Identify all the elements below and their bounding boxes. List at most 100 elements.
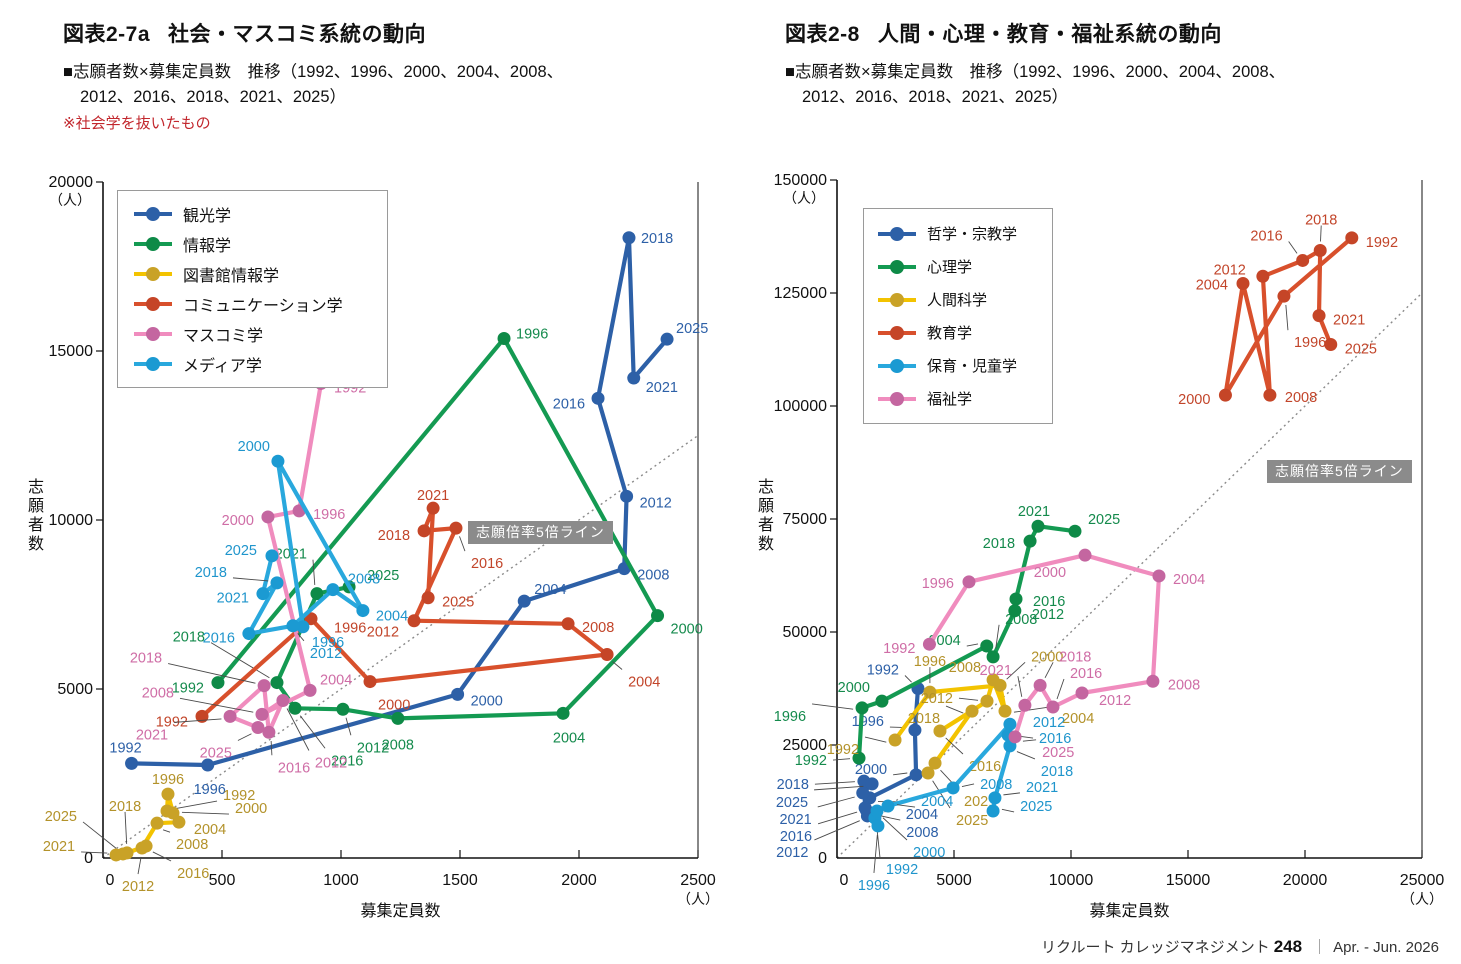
label-leader-line xyxy=(893,772,908,776)
data-point-2004 xyxy=(556,706,570,720)
year-label: 2025 xyxy=(1042,745,1074,761)
label-leader-line xyxy=(152,851,172,862)
legend-swatch-icon xyxy=(134,297,172,311)
data-point-2012 xyxy=(1256,269,1270,283)
series-line xyxy=(200,506,610,718)
y-tick-label: 50000 xyxy=(783,624,828,641)
year-label: 2021 xyxy=(779,812,811,828)
label-leader-line xyxy=(175,800,218,809)
year-label: 2012 xyxy=(1032,607,1064,623)
data-point-2021 xyxy=(1018,698,1032,712)
data-point-2021 xyxy=(1312,309,1326,323)
label-leader-line xyxy=(1044,662,1054,679)
year-label: 1996 xyxy=(774,709,806,725)
label-leader-line xyxy=(814,785,864,791)
x-axis-unit: （人） xyxy=(1401,891,1443,907)
data-point-2008 xyxy=(1146,674,1160,688)
data-point-2016 xyxy=(139,839,153,853)
series-line xyxy=(927,553,1162,738)
legend-item-人間科学: 人間科学 xyxy=(878,289,1052,310)
year-label: 2021 xyxy=(646,380,678,396)
left-chart-plot: 0 500 1000 1500 2000 2500 （人） 募集定員数 0 5000 10000 15… xyxy=(28,174,719,920)
data-point-2008 xyxy=(391,711,405,725)
label-leader-line xyxy=(1006,662,1026,680)
year-label: 2000 xyxy=(471,693,503,709)
year-label: 2018 xyxy=(1305,213,1337,229)
year-label: 2018 xyxy=(378,528,410,544)
year-label: 2018 xyxy=(983,536,1015,552)
label-leader-line xyxy=(137,856,142,875)
year-label: 2012 xyxy=(315,755,347,771)
legend-item-マスコミ学: マスコミ学 xyxy=(134,322,387,346)
year-label: 2025 xyxy=(1020,799,1052,815)
year-label: 1996 xyxy=(858,878,890,894)
year-label: 2004 xyxy=(320,672,352,688)
label-leader-line xyxy=(1056,678,1065,700)
year-label: 1996 xyxy=(516,326,548,342)
right-chart-title: 図表2-8 人間・心理・教育・福祉系統の動向 xyxy=(785,18,1445,48)
label-leader-line xyxy=(1016,751,1036,760)
data-point-2012 xyxy=(286,619,300,633)
label-leader-line xyxy=(995,624,1000,649)
year-label: 1992 xyxy=(1366,235,1398,251)
year-label: 2018 xyxy=(908,711,940,727)
year-label: 2004 xyxy=(928,633,960,649)
label-leader-line xyxy=(1288,241,1298,254)
label-leader-line xyxy=(181,811,229,815)
data-point-2021 xyxy=(426,501,440,515)
data-point-2008 xyxy=(1263,388,1277,402)
year-label: 2018 xyxy=(641,231,673,247)
x-tick-label: 2000 xyxy=(561,872,597,889)
data-point-2000 xyxy=(363,675,377,689)
legend-label: 図書館情報学 xyxy=(183,268,280,285)
data-point-2018 xyxy=(1023,534,1037,548)
data-point-2000 xyxy=(261,510,275,524)
data-point-1996 xyxy=(1277,289,1291,303)
year-label: 2018 xyxy=(109,799,141,815)
year-label: 2012 xyxy=(1033,715,1065,731)
year-label: 2008 xyxy=(176,837,208,853)
label-leader-line xyxy=(459,536,466,552)
year-label: 2000 xyxy=(1178,392,1210,408)
data-point-2008 xyxy=(561,617,575,631)
data-point-2000 xyxy=(909,768,923,782)
year-label: 2008 xyxy=(348,572,380,588)
data-point-2004 xyxy=(172,815,186,829)
label-leader-line xyxy=(1001,808,1015,813)
data-point-1992 xyxy=(888,733,902,747)
year-label: 2016 xyxy=(553,396,585,412)
year-label: 2012 xyxy=(1214,262,1246,278)
x-axis-unit: （人） xyxy=(677,891,719,907)
data-point-2000 xyxy=(451,687,465,701)
year-label: 2016 xyxy=(331,753,363,769)
data-point-2000 xyxy=(651,609,665,623)
data-point-2021 xyxy=(223,709,237,723)
data-point-2018 xyxy=(1313,244,1327,258)
year-label: 2000 xyxy=(838,680,870,696)
left-chart-note: ※社会学を抜いたもの xyxy=(63,114,211,132)
year-label: 2004 xyxy=(921,794,953,810)
year-label: 1996 xyxy=(313,507,345,523)
data-point-2000 xyxy=(271,454,285,468)
year-label: 2000 xyxy=(671,622,703,638)
legend-label: 人間科学 xyxy=(927,292,988,309)
label-leader-line xyxy=(873,834,878,873)
data-point-1996 xyxy=(855,701,869,715)
legend-label: 心理学 xyxy=(927,259,973,276)
data-point-2004 xyxy=(356,604,370,618)
data-point-2016 xyxy=(262,725,276,739)
right-subtitle-line1: ■志願者数×募集定員数 推移（1992、1996、2000、2004、2008、 xyxy=(785,63,1286,81)
data-point-1992 xyxy=(195,709,209,723)
label-leader-line xyxy=(814,781,855,785)
year-label: 1996 xyxy=(312,635,344,651)
year-label: 2016 xyxy=(177,866,209,882)
data-point-2018 xyxy=(622,231,636,245)
data-point-2012 xyxy=(276,693,290,707)
series-line xyxy=(893,677,1008,775)
legend-label: 哲学・宗教学 xyxy=(927,226,1018,243)
data-point-1992 xyxy=(1345,231,1359,245)
left-ratio-line-badge: 志願倍率5倍ライン xyxy=(468,521,613,544)
year-label: 2012 xyxy=(776,845,808,861)
